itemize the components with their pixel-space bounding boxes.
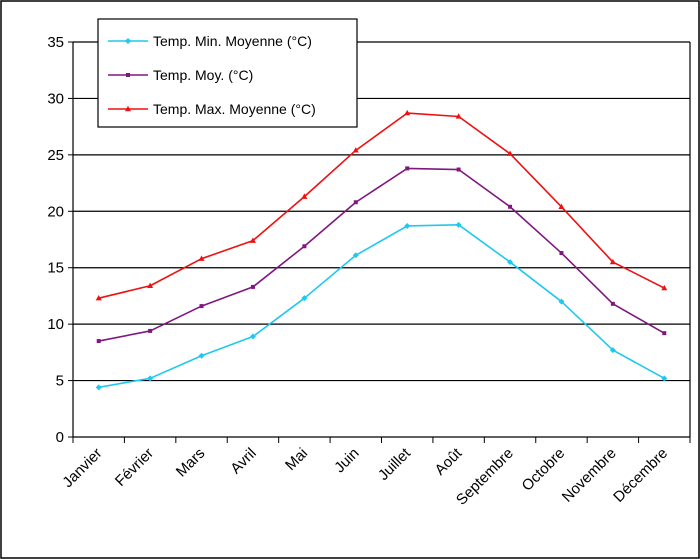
legend-label: Temp. Min. Moyenne (°C) <box>153 33 312 49</box>
y-tick-labels: 0 5 10 15 20 25 30 35 <box>47 34 64 446</box>
data-point <box>95 384 102 391</box>
y-tick-label: 10 <box>47 316 64 333</box>
data-point <box>249 237 256 243</box>
data-point <box>352 147 359 153</box>
data-point <box>559 251 564 256</box>
data-point <box>198 352 205 359</box>
data-point <box>455 113 462 119</box>
data-point <box>609 347 616 354</box>
y-tick-label: 35 <box>47 34 64 51</box>
data-point <box>302 244 307 249</box>
data-point <box>609 258 616 265</box>
data-point <box>610 301 615 306</box>
y-tick-label: 5 <box>56 373 64 390</box>
data-point <box>662 331 667 336</box>
data-point <box>456 167 461 172</box>
data-point <box>96 339 101 344</box>
legend-label: Temp. Moy. (°C) <box>153 67 253 83</box>
y-tick-label: 0 <box>56 429 64 446</box>
series-line <box>98 167 665 342</box>
data-point <box>198 255 205 261</box>
data-point <box>301 295 308 302</box>
gridlines <box>73 41 690 382</box>
data-point <box>404 222 411 229</box>
legend-item: Temp. Moy. (°C) <box>108 67 253 83</box>
data-point <box>404 109 411 116</box>
series-group <box>95 109 668 391</box>
data-point <box>95 294 102 301</box>
data-point <box>558 298 565 305</box>
data-point <box>147 375 154 382</box>
axes <box>68 41 691 443</box>
legend-marker <box>125 105 131 112</box>
legend: Temp. Min. Moyenne (°C) Temp. Moy. (°C) Te… <box>97 18 358 128</box>
data-point <box>249 333 256 340</box>
data-point <box>661 375 668 382</box>
series-line <box>98 224 665 389</box>
data-point <box>405 166 410 171</box>
legend-marker <box>125 38 131 44</box>
legend-item: Temp. Max. Moyenne (°C) <box>108 101 316 117</box>
y-tick-label: 20 <box>47 203 64 220</box>
data-point <box>508 204 513 209</box>
data-point <box>147 282 154 288</box>
data-point <box>301 193 308 199</box>
data-point <box>353 200 358 205</box>
data-point <box>507 150 514 156</box>
legend-marker <box>126 73 130 77</box>
data-point <box>507 259 514 266</box>
data-point <box>661 284 668 291</box>
data-point <box>148 328 153 333</box>
data-point <box>199 304 204 309</box>
data-point <box>352 252 359 259</box>
y-tick-label: 25 <box>47 147 64 164</box>
legend-label: Temp. Max. Moyenne (°C) <box>153 101 316 117</box>
data-point <box>558 203 565 209</box>
series-line <box>98 112 665 299</box>
y-tick-label: 15 <box>47 260 64 277</box>
legend-item: Temp. Min. Moyenne (°C) <box>108 33 312 49</box>
data-point <box>250 284 255 289</box>
data-point <box>455 221 462 228</box>
y-tick-label: 30 <box>47 90 64 107</box>
